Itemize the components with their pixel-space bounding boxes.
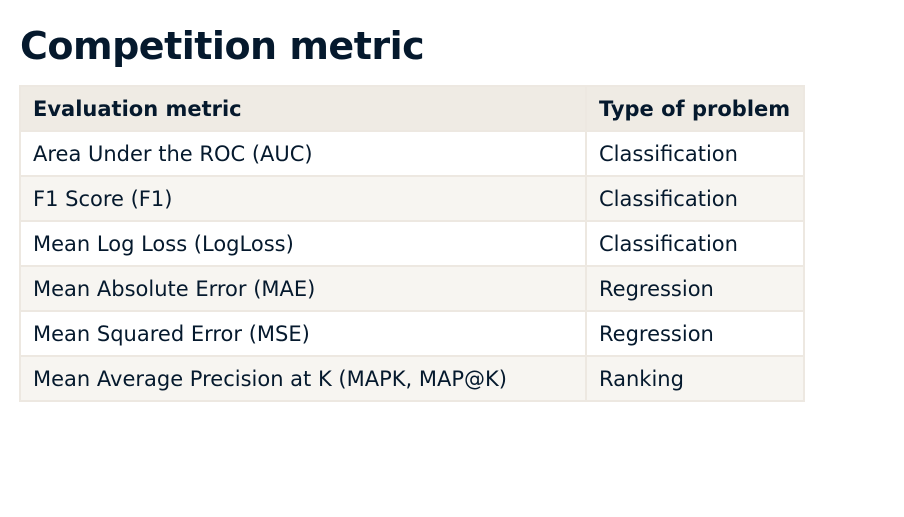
problem-type-cell: Classification (585, 130, 805, 177)
metric-cell: Mean Log Loss (LogLoss) (19, 220, 587, 267)
problem-type-cell: Ranking (585, 355, 805, 402)
table-row: Area Under the ROC (AUC) Classification (19, 130, 805, 177)
table-row: Mean Squared Error (MSE) Regression (19, 310, 805, 357)
metric-cell: Mean Average Precision at K (MAPK, MAP@K… (19, 355, 587, 402)
table-row: Mean Absolute Error (MAE) Regression (19, 265, 805, 312)
metrics-table: Evaluation metric Type of problem Area U… (19, 85, 805, 402)
page-title: Competition metric (20, 24, 425, 68)
table-header-row: Evaluation metric Type of problem (19, 85, 805, 132)
table-row: F1 Score (F1) Classification (19, 175, 805, 222)
problem-type-cell: Regression (585, 265, 805, 312)
column-header-type-of-problem: Type of problem (585, 85, 805, 132)
table-row: Mean Average Precision at K (MAPK, MAP@K… (19, 355, 805, 402)
problem-type-cell: Classification (585, 175, 805, 222)
problem-type-cell: Classification (585, 220, 805, 267)
metric-cell: Mean Squared Error (MSE) (19, 310, 587, 357)
metric-cell: Area Under the ROC (AUC) (19, 130, 587, 177)
table-row: Mean Log Loss (LogLoss) Classification (19, 220, 805, 267)
problem-type-cell: Regression (585, 310, 805, 357)
metric-cell: F1 Score (F1) (19, 175, 587, 222)
column-header-evaluation-metric: Evaluation metric (19, 85, 587, 132)
metric-cell: Mean Absolute Error (MAE) (19, 265, 587, 312)
